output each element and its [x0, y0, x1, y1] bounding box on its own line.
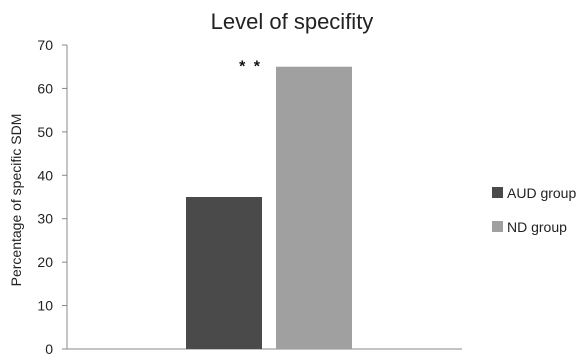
- legend-swatch: [492, 221, 503, 232]
- legend-swatch: [492, 187, 503, 198]
- y-tick-label: 40: [37, 167, 53, 183]
- y-tick-label: 70: [37, 37, 53, 53]
- legend-label: AUD group: [507, 185, 576, 201]
- y-tick-label: 60: [37, 80, 53, 96]
- y-axis-label: Percentage of specific SDM: [8, 114, 24, 287]
- legend-label: ND group: [507, 219, 567, 235]
- bar-nd-group: [276, 66, 352, 349]
- y-tick-label: 20: [37, 254, 53, 270]
- y-ticks: 0 10 20 30 40 50 60 70: [37, 37, 67, 356]
- y-tick-label: 0: [45, 341, 53, 356]
- bar-aud-group: [186, 197, 262, 349]
- y-tick-label: 30: [37, 211, 53, 227]
- legend: AUD group ND group: [492, 185, 576, 235]
- annotations: * *: [239, 59, 262, 76]
- y-tick-label: 10: [37, 298, 53, 314]
- bars: [186, 66, 352, 349]
- significance-annotation: * *: [239, 59, 262, 76]
- y-tick-label: 50: [37, 124, 53, 140]
- chart-title: Level of specifity: [211, 9, 374, 34]
